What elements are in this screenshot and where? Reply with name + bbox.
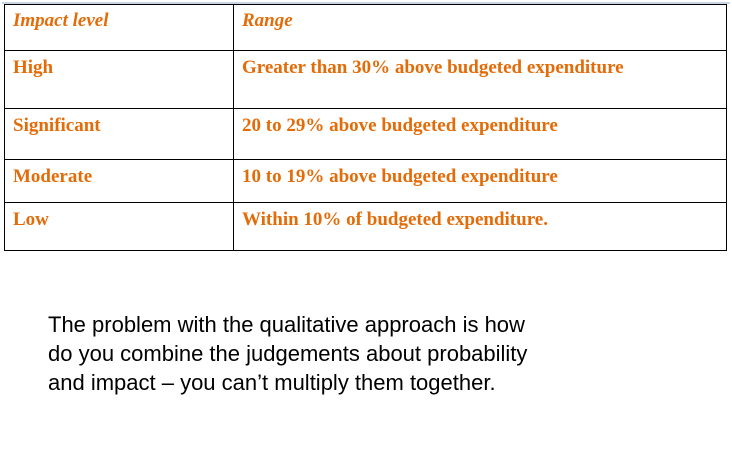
table-row: Low Within 10% of budgeted expenditure. [4, 202, 727, 251]
header-impact-level: Impact level [4, 4, 234, 51]
range-cell: Within 10% of budgeted expenditure. [233, 202, 727, 251]
impact-level-table: Impact level Range High Greater than 30%… [4, 4, 727, 251]
note-line: and impact – you can’t multiply them tog… [48, 370, 496, 395]
table-row: Moderate 10 to 19% above budgeted expend… [4, 159, 727, 203]
range-cell: 10 to 19% above budgeted expenditure [233, 159, 727, 203]
table-row: High Greater than 30% above budgeted exp… [4, 50, 727, 109]
table-header-row: Impact level Range [4, 4, 727, 51]
header-range: Range [233, 4, 727, 51]
qualitative-approach-note: The problem with the qualitative approac… [48, 310, 648, 397]
table-row: Significant 20 to 29% above budgeted exp… [4, 108, 727, 160]
range-cell: 20 to 29% above budgeted expenditure [233, 108, 727, 160]
note-line: The problem with the qualitative approac… [48, 312, 525, 337]
impact-level-cell: Moderate [4, 159, 234, 203]
impact-level-cell: Low [4, 202, 234, 251]
impact-level-cell: Significant [4, 108, 234, 160]
top-rule [2, 2, 730, 4]
impact-level-cell: High [4, 50, 234, 109]
note-line: do you combine the judgements about prob… [48, 341, 528, 366]
range-cell: Greater than 30% above budgeted expendit… [233, 50, 727, 109]
